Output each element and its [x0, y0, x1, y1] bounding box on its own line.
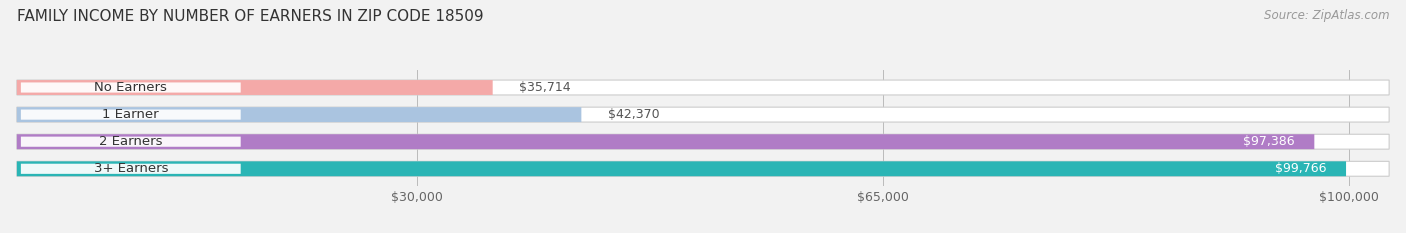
FancyBboxPatch shape	[21, 82, 240, 93]
FancyBboxPatch shape	[21, 164, 240, 174]
FancyBboxPatch shape	[17, 107, 1389, 122]
FancyBboxPatch shape	[21, 137, 240, 147]
FancyBboxPatch shape	[17, 80, 492, 95]
Text: 3+ Earners: 3+ Earners	[94, 162, 169, 175]
FancyBboxPatch shape	[17, 80, 1389, 95]
Text: $97,386: $97,386	[1243, 135, 1295, 148]
FancyBboxPatch shape	[21, 110, 240, 120]
Text: FAMILY INCOME BY NUMBER OF EARNERS IN ZIP CODE 18509: FAMILY INCOME BY NUMBER OF EARNERS IN ZI…	[17, 9, 484, 24]
Text: $35,714: $35,714	[519, 81, 571, 94]
Text: No Earners: No Earners	[94, 81, 167, 94]
FancyBboxPatch shape	[17, 134, 1315, 149]
Text: $42,370: $42,370	[607, 108, 659, 121]
Text: 1 Earner: 1 Earner	[103, 108, 159, 121]
FancyBboxPatch shape	[17, 161, 1346, 176]
FancyBboxPatch shape	[17, 134, 1389, 149]
FancyBboxPatch shape	[17, 107, 581, 122]
Text: Source: ZipAtlas.com: Source: ZipAtlas.com	[1264, 9, 1389, 22]
FancyBboxPatch shape	[17, 161, 1389, 176]
Text: 2 Earners: 2 Earners	[98, 135, 163, 148]
Text: $99,766: $99,766	[1275, 162, 1326, 175]
